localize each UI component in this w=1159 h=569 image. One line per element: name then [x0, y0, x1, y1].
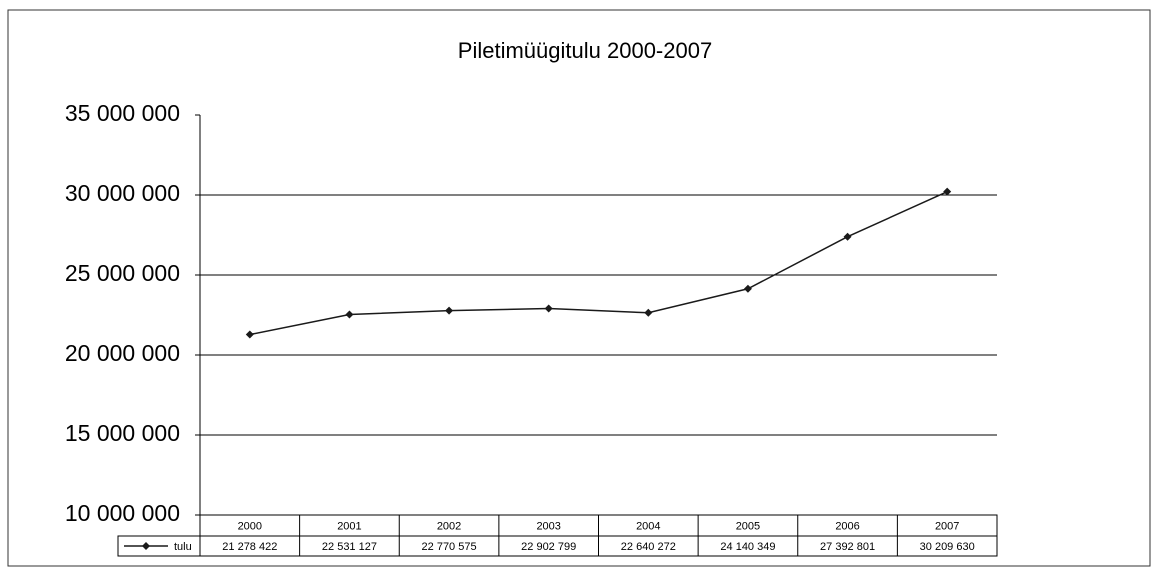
x-tick-label: 2007 — [935, 520, 959, 532]
x-tick-label: 2004 — [636, 520, 660, 532]
point-marker — [544, 304, 553, 313]
table-value: 27 392 801 — [820, 541, 875, 553]
table-value: 30 209 630 — [920, 541, 975, 553]
legend-label: tulu — [174, 541, 192, 553]
series-line — [249, 190, 948, 336]
legend-cell — [117, 535, 201, 557]
y-tick-label: 15 000 000 — [65, 420, 180, 446]
point-marker — [743, 284, 752, 293]
y-tick-label: 25 000 000 — [65, 260, 180, 286]
x-tick-label: 2003 — [536, 520, 560, 532]
y-tick-label: 30 000 000 — [65, 180, 180, 206]
x-tick-label: 2001 — [337, 520, 361, 532]
y-tick-label: 35 000 000 — [65, 100, 180, 126]
point-marker — [843, 232, 852, 241]
table-value: 24 140 349 — [720, 541, 775, 553]
table-value: 22 531 127 — [322, 541, 377, 553]
chart-border — [7, 9, 1151, 567]
x-tick-label: 2005 — [736, 520, 760, 532]
point-marker — [345, 310, 354, 319]
point-marker — [445, 306, 454, 315]
x-tick-label: 2000 — [238, 520, 262, 532]
table-value: 22 770 575 — [422, 541, 477, 553]
table-value: 22 640 272 — [621, 541, 676, 553]
x-tick-label: 2002 — [437, 520, 461, 532]
table-value: 22 902 799 — [521, 541, 576, 553]
table-value: 21 278 422 — [222, 541, 277, 553]
chart-title: Piletimüügitulu 2000-2007 — [458, 38, 712, 63]
x-tick-label: 2006 — [835, 520, 859, 532]
legend-marker — [142, 542, 150, 550]
point-marker — [943, 187, 952, 196]
point-marker — [245, 330, 254, 339]
point-marker — [644, 308, 653, 317]
y-tick-label: 20 000 000 — [65, 340, 180, 366]
y-tick-label: 10 000 000 — [65, 500, 180, 526]
